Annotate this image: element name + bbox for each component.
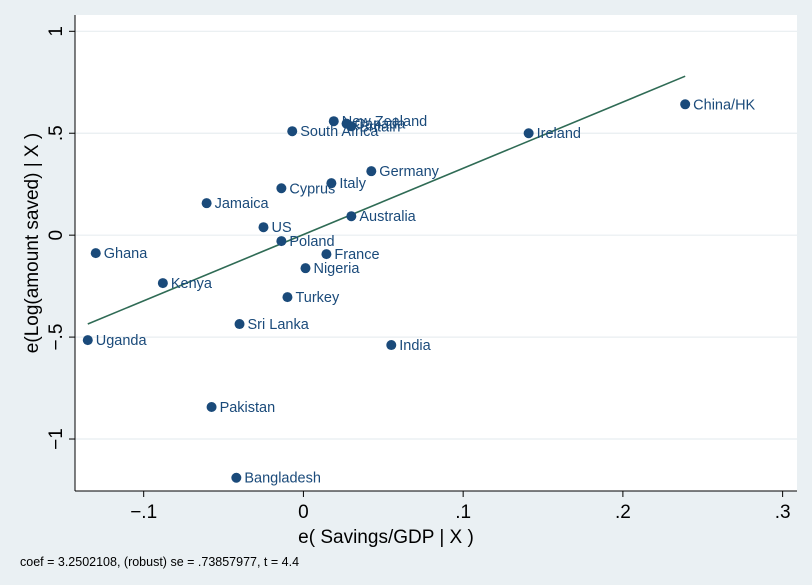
point-label: China/HK bbox=[693, 97, 755, 113]
point-label: Cyprus bbox=[289, 181, 335, 197]
data-point: Cyprus bbox=[276, 181, 335, 197]
point-label: Pakistan bbox=[220, 400, 276, 416]
x-tick-label: −.1 bbox=[130, 502, 157, 523]
point-label: Sri Lanka bbox=[248, 317, 310, 333]
y-tick-label: 0 bbox=[46, 230, 67, 241]
point-marker bbox=[231, 472, 242, 483]
data-point: Kenya bbox=[157, 276, 213, 292]
data-point: Turkey bbox=[282, 290, 340, 306]
point-marker bbox=[276, 236, 287, 247]
regression-note: coef = 3.2502108, (robust) se = .7385797… bbox=[20, 555, 300, 569]
data-point: New Zealand bbox=[328, 114, 427, 130]
point-marker bbox=[234, 319, 245, 330]
point-label: Poland bbox=[289, 234, 334, 250]
plot-area bbox=[75, 15, 797, 491]
point-label: New Zealand bbox=[342, 114, 427, 130]
fit-line bbox=[87, 75, 686, 325]
point-marker bbox=[206, 402, 217, 413]
point-label: Ireland bbox=[537, 126, 581, 142]
data-point: India bbox=[386, 338, 432, 354]
point-marker bbox=[300, 263, 311, 274]
point-marker bbox=[386, 340, 397, 351]
point-label: Uganda bbox=[96, 333, 148, 349]
data-point: South Africa bbox=[287, 124, 379, 140]
y-ticks: −1 −.5 0 .5 1 bbox=[46, 26, 75, 450]
point-marker bbox=[346, 211, 357, 222]
point-marker bbox=[287, 126, 298, 137]
point-label: Jamaica bbox=[215, 196, 270, 212]
data-point: Nigeria bbox=[300, 261, 360, 277]
data-point: Bangladesh bbox=[231, 471, 321, 487]
point-marker bbox=[346, 121, 357, 132]
data-point: Germany bbox=[366, 164, 440, 180]
point-marker bbox=[157, 278, 168, 289]
point-label: Nigeria bbox=[313, 261, 360, 277]
point-label: US bbox=[271, 220, 291, 236]
point-label: South Africa bbox=[300, 124, 379, 140]
x-tick-label: .2 bbox=[615, 502, 631, 523]
data-point: France bbox=[321, 247, 380, 263]
data-point: Pakistan bbox=[206, 400, 276, 416]
point-label: Italy bbox=[339, 176, 366, 192]
y-axis-title: e(Log(amount saved) | X ) bbox=[22, 133, 43, 353]
data-point: US bbox=[258, 220, 292, 236]
point-marker bbox=[680, 99, 691, 110]
y-tick-label: −.5 bbox=[46, 324, 67, 351]
x-tick-label: .1 bbox=[455, 502, 471, 523]
point-marker bbox=[321, 249, 332, 260]
point-marker bbox=[523, 128, 534, 139]
point-label: France bbox=[334, 247, 379, 263]
point-marker bbox=[366, 166, 377, 177]
data-point: Britain bbox=[346, 119, 400, 135]
x-tick-label: .3 bbox=[775, 502, 791, 523]
point-marker bbox=[328, 116, 339, 127]
y-tick-label: 1 bbox=[46, 26, 67, 37]
y-tick-label: .5 bbox=[46, 125, 67, 141]
point-marker bbox=[276, 183, 287, 194]
data-point: Uganda bbox=[82, 333, 148, 349]
x-axis-title: e( Savings/GDP | X ) bbox=[298, 527, 474, 548]
point-label: Bangladesh bbox=[244, 471, 321, 487]
point-label: Australia bbox=[359, 209, 416, 225]
point-marker bbox=[282, 292, 293, 303]
y-tick-label: −1 bbox=[46, 428, 67, 450]
point-label: Canada bbox=[355, 117, 407, 133]
data-point: Italy bbox=[326, 176, 367, 192]
data-point: Australia bbox=[346, 209, 417, 225]
point-marker bbox=[201, 198, 212, 209]
point-marker bbox=[82, 335, 93, 346]
point-label: Germany bbox=[379, 164, 439, 180]
point-label: Turkey bbox=[295, 290, 340, 306]
x-ticks: −.1 0 .1 .2 .3 bbox=[130, 491, 791, 523]
point-marker bbox=[258, 222, 269, 233]
data-point: Jamaica bbox=[201, 196, 270, 212]
data-point: Ghana bbox=[90, 246, 148, 262]
gridlines bbox=[75, 30, 797, 440]
data-point: Sri Lanka bbox=[234, 317, 310, 333]
point-marker bbox=[326, 178, 337, 189]
point-label: Britain bbox=[359, 119, 400, 135]
data-point: Poland bbox=[276, 234, 335, 250]
data-point: Ireland bbox=[523, 126, 581, 142]
point-label: Kenya bbox=[171, 276, 213, 292]
point-label: Ghana bbox=[104, 246, 148, 262]
x-tick-label: 0 bbox=[298, 502, 309, 523]
point-marker bbox=[90, 248, 101, 259]
data-point: China/HK bbox=[680, 97, 756, 113]
point-label: India bbox=[399, 338, 431, 354]
